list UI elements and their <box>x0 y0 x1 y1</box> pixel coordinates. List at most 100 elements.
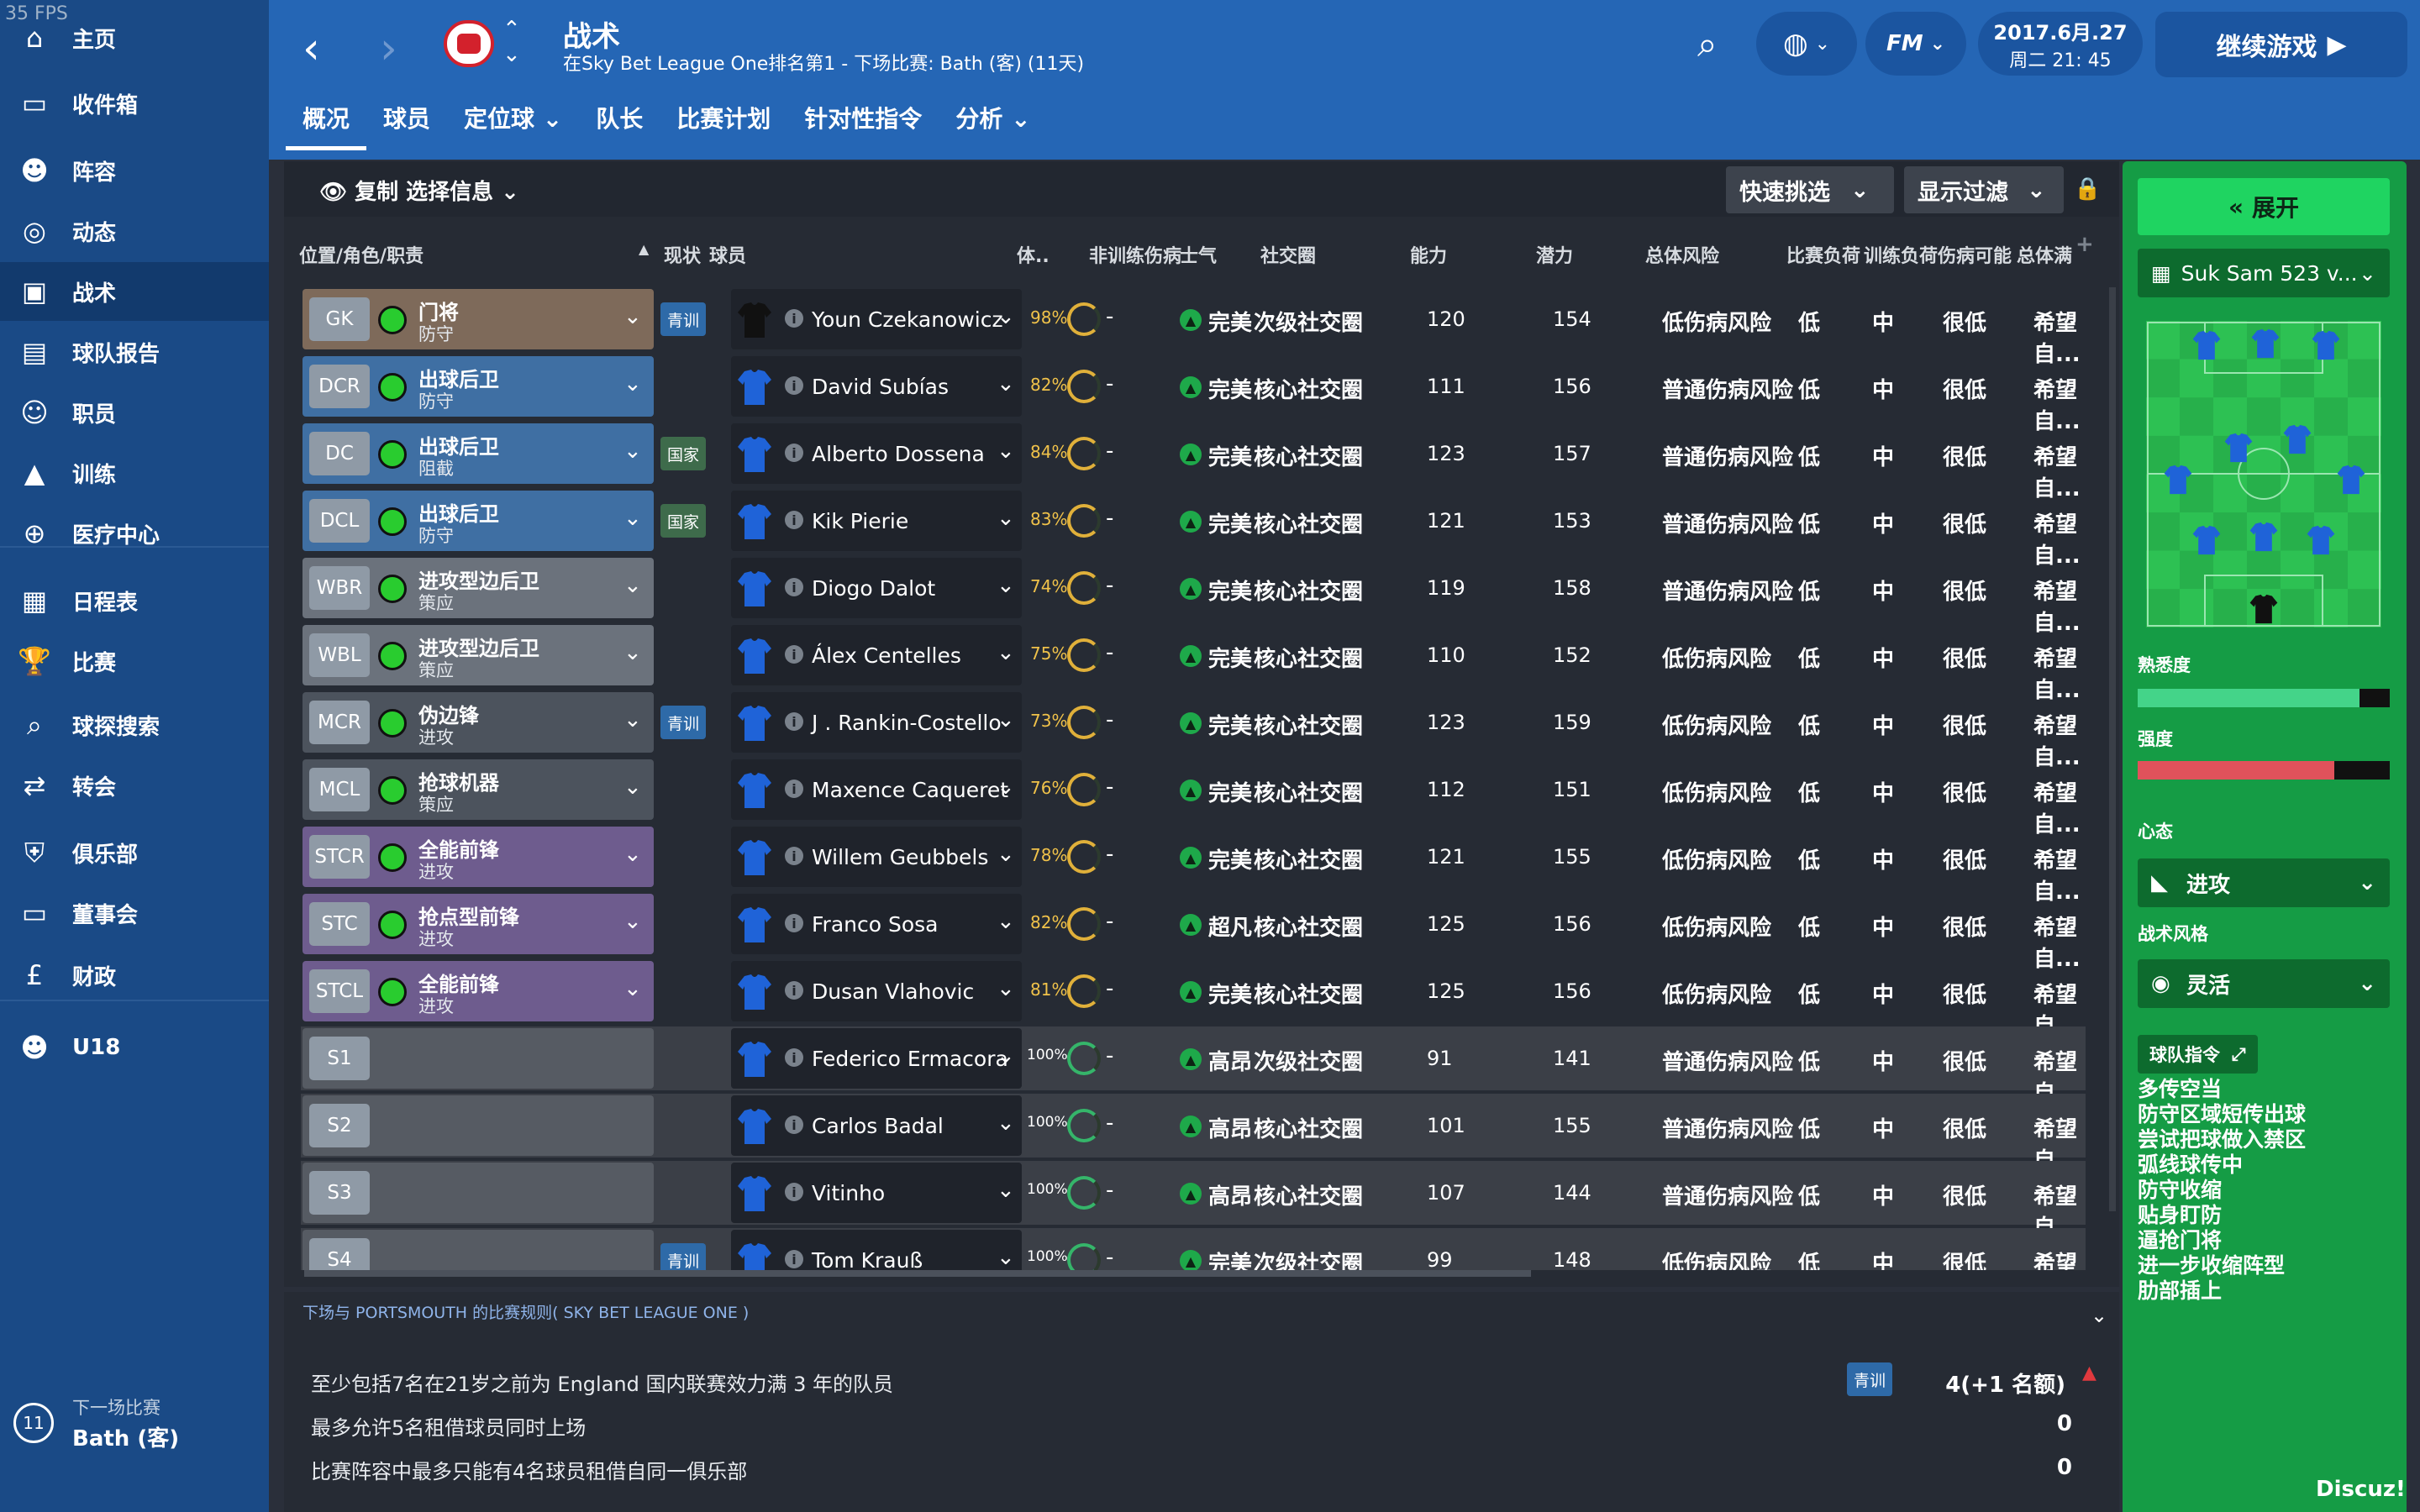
tab-6[interactable]: 分析 ⌄ <box>939 97 1047 150</box>
column-header[interactable]: 现状 <box>664 246 702 267</box>
sidebar-item-scouting[interactable]: ⌕ 球探搜索 <box>0 696 269 754</box>
player-dropdown-icon[interactable]: ⌄ <box>997 640 1015 665</box>
role-dropdown-icon[interactable]: ⌄ <box>623 842 642 867</box>
club-switch-icon[interactable]: ⌃ ⌄ <box>502 17 521 67</box>
info-icon[interactable]: i <box>785 914 803 932</box>
player-selector[interactable]: i Tom Krauß ⌄ <box>731 1230 1022 1270</box>
role-dropdown-icon[interactable]: ⌄ <box>623 640 642 665</box>
player-dropdown-icon[interactable]: ⌄ <box>997 1178 1015 1203</box>
role-dropdown-icon[interactable]: ⌄ <box>623 573 642 598</box>
role-selector[interactable]: DC 出球后卫 阻截 ⌄ <box>302 423 654 484</box>
style-dropdown[interactable]: ◉ 灵活 ⌄ <box>2138 959 2390 1008</box>
info-icon[interactable]: i <box>785 511 803 529</box>
info-icon[interactable]: i <box>785 847 803 865</box>
player-selector[interactable]: i Federico Ermacora ⌄ <box>731 1028 1022 1089</box>
sidebar-item-home[interactable]: ⌂ 主页 <box>0 8 269 67</box>
column-header[interactable]: 体.. <box>1017 246 1050 267</box>
column-header[interactable]: 比赛负荷 <box>1786 246 1861 267</box>
sort-arrow-icon[interactable]: ▲ <box>639 241 650 257</box>
display-filter-button[interactable]: 显示过滤 ⌄ <box>1904 166 2064 213</box>
player-selector[interactable]: i Kik Pierie ⌄ <box>731 491 1022 551</box>
player-selector[interactable]: i Maxence Caqueret ⌄ <box>731 759 1022 820</box>
column-header[interactable]: 社交圈 <box>1260 246 1317 267</box>
player-dropdown-icon[interactable]: ⌄ <box>997 774 1015 800</box>
player-selector[interactable]: i Vitinho ⌄ <box>731 1163 1022 1223</box>
role-selector[interactable]: STCR 全能前锋 进攻 ⌄ <box>302 827 654 887</box>
sidebar-item-finance[interactable]: £ 财政 <box>0 946 269 1005</box>
info-icon[interactable]: i <box>785 376 803 395</box>
role-selector[interactable]: GK 门将 防守 ⌄ <box>302 289 654 349</box>
lock-icon[interactable]: 🔒 <box>2074 176 2102 202</box>
sidebar-item-board[interactable]: ▭ 董事会 <box>0 884 269 942</box>
player-dropdown-icon[interactable]: ⌄ <box>997 1043 1015 1068</box>
player-dropdown-icon[interactable]: ⌄ <box>997 304 1015 329</box>
role-dropdown-icon[interactable]: ⌄ <box>623 774 642 800</box>
tab-5[interactable]: 针对性指令 <box>787 97 939 150</box>
sidebar-item-trophy[interactable]: 🏆 比赛 <box>0 632 269 690</box>
role-dropdown-icon[interactable]: ⌄ <box>623 909 642 934</box>
role-dropdown-icon[interactable]: ⌄ <box>623 976 642 1001</box>
rules-collapse-icon[interactable]: ⌄ <box>2091 1304 2108 1327</box>
table-scrollbar[interactable] <box>2109 287 2116 1211</box>
role-selector[interactable]: MCR 伪边锋 进攻 ⌄ <box>302 692 654 753</box>
add-column-icon[interactable]: + <box>2075 232 2094 257</box>
player-dropdown-icon[interactable]: ⌄ <box>997 707 1015 732</box>
world-menu-button[interactable]: ◍ ⌄ <box>1756 12 1857 76</box>
mentality-dropdown[interactable]: ◣ 进攻 ⌄ <box>2138 858 2390 907</box>
pitch-player-shirt-icon[interactable] <box>2223 432 2254 467</box>
sidebar-item-transfer[interactable]: ⇄ 转会 <box>0 756 269 815</box>
player-dropdown-icon[interactable]: ⌄ <box>997 506 1015 531</box>
team-instructions-button[interactable]: 球队指令 ⤢ <box>2138 1035 2258 1074</box>
pitch-player-shirt-icon[interactable] <box>2250 328 2281 363</box>
role-selector[interactable]: S4 <box>302 1230 654 1270</box>
player-selector[interactable]: i David Subías ⌄ <box>731 356 1022 417</box>
tactic-select[interactable]: ▦ Suk Sam 523 v... ⌄ <box>2138 249 2390 297</box>
role-selector[interactable]: WBR 进攻型边后卫 策应 ⌄ <box>302 558 654 618</box>
table-hscrollbar[interactable] <box>304 1270 1531 1277</box>
role-selector[interactable]: S1 <box>302 1028 654 1089</box>
next-match[interactable]: 11 下一场比赛 Bath (客) <box>0 1378 269 1478</box>
column-header[interactable]: 潜力 <box>1536 246 1574 267</box>
role-selector[interactable]: S2 <box>302 1095 654 1156</box>
column-header[interactable]: 士气 <box>1180 246 1218 267</box>
role-dropdown-icon[interactable]: ⌄ <box>623 371 642 396</box>
role-selector[interactable]: S3 <box>302 1163 654 1223</box>
column-header[interactable]: 训练负荷 <box>1864 246 1939 267</box>
tab-0[interactable]: 概况 <box>286 97 367 150</box>
sidebar-item-club[interactable]: ⛨ 俱乐部 <box>0 823 269 882</box>
sidebar-item-calendar[interactable]: ▦ 日程表 <box>0 571 269 630</box>
pitch-player-shirt-icon[interactable] <box>2191 329 2222 365</box>
player-selector[interactable]: i Dusan Vlahovic ⌄ <box>731 961 1022 1021</box>
sidebar-item-dynamics[interactable]: ◎ 动态 <box>0 202 269 260</box>
column-header[interactable]: 总体满 <box>2017 246 2073 267</box>
player-dropdown-icon[interactable]: ⌄ <box>997 1245 1015 1270</box>
player-selector[interactable]: i Álex Centelles ⌄ <box>731 625 1022 685</box>
role-dropdown-icon[interactable]: ⌄ <box>623 707 642 732</box>
pitch-player-shirt-icon[interactable] <box>2306 524 2336 559</box>
role-dropdown-icon[interactable]: ⌄ <box>623 506 642 531</box>
expand-button[interactable]: « 展开 <box>2138 178 2390 235</box>
info-icon[interactable]: i <box>785 712 803 731</box>
player-selector[interactable]: i Diogo Dalot ⌄ <box>731 558 1022 618</box>
player-dropdown-icon[interactable]: ⌄ <box>997 842 1015 867</box>
date-display[interactable]: 2017.6月.27 周二 21: 45 <box>1978 12 2143 76</box>
player-selector[interactable]: i Youn Czekanowicz ⌄ <box>731 289 1022 349</box>
player-dropdown-icon[interactable]: ⌄ <box>997 976 1015 1001</box>
player-dropdown-icon[interactable]: ⌄ <box>997 371 1015 396</box>
sidebar-item-squad[interactable]: ☻ 阵容 <box>0 141 269 200</box>
column-header[interactable]: 位置/角色/职责 <box>299 246 424 267</box>
search-icon[interactable]: ⌕ <box>1697 24 1718 65</box>
role-selector[interactable]: WBL 进攻型边后卫 策应 ⌄ <box>302 625 654 685</box>
role-dropdown-icon[interactable]: ⌄ <box>623 438 642 464</box>
info-icon[interactable]: i <box>785 981 803 1000</box>
info-icon[interactable]: i <box>785 578 803 596</box>
column-header[interactable]: 球员 <box>709 246 747 267</box>
quick-pick-button[interactable]: 快速挑选 ⌄ <box>1726 166 1894 213</box>
column-header[interactable]: 总体风险 <box>1645 246 1720 267</box>
info-icon[interactable]: i <box>785 1116 803 1134</box>
info-icon[interactable]: i <box>785 1250 803 1268</box>
info-icon[interactable]: i <box>785 444 803 462</box>
back-arrow-icon[interactable]: ‹ <box>302 24 320 74</box>
info-icon[interactable]: i <box>785 780 803 798</box>
club-crest-icon[interactable] <box>444 20 494 67</box>
